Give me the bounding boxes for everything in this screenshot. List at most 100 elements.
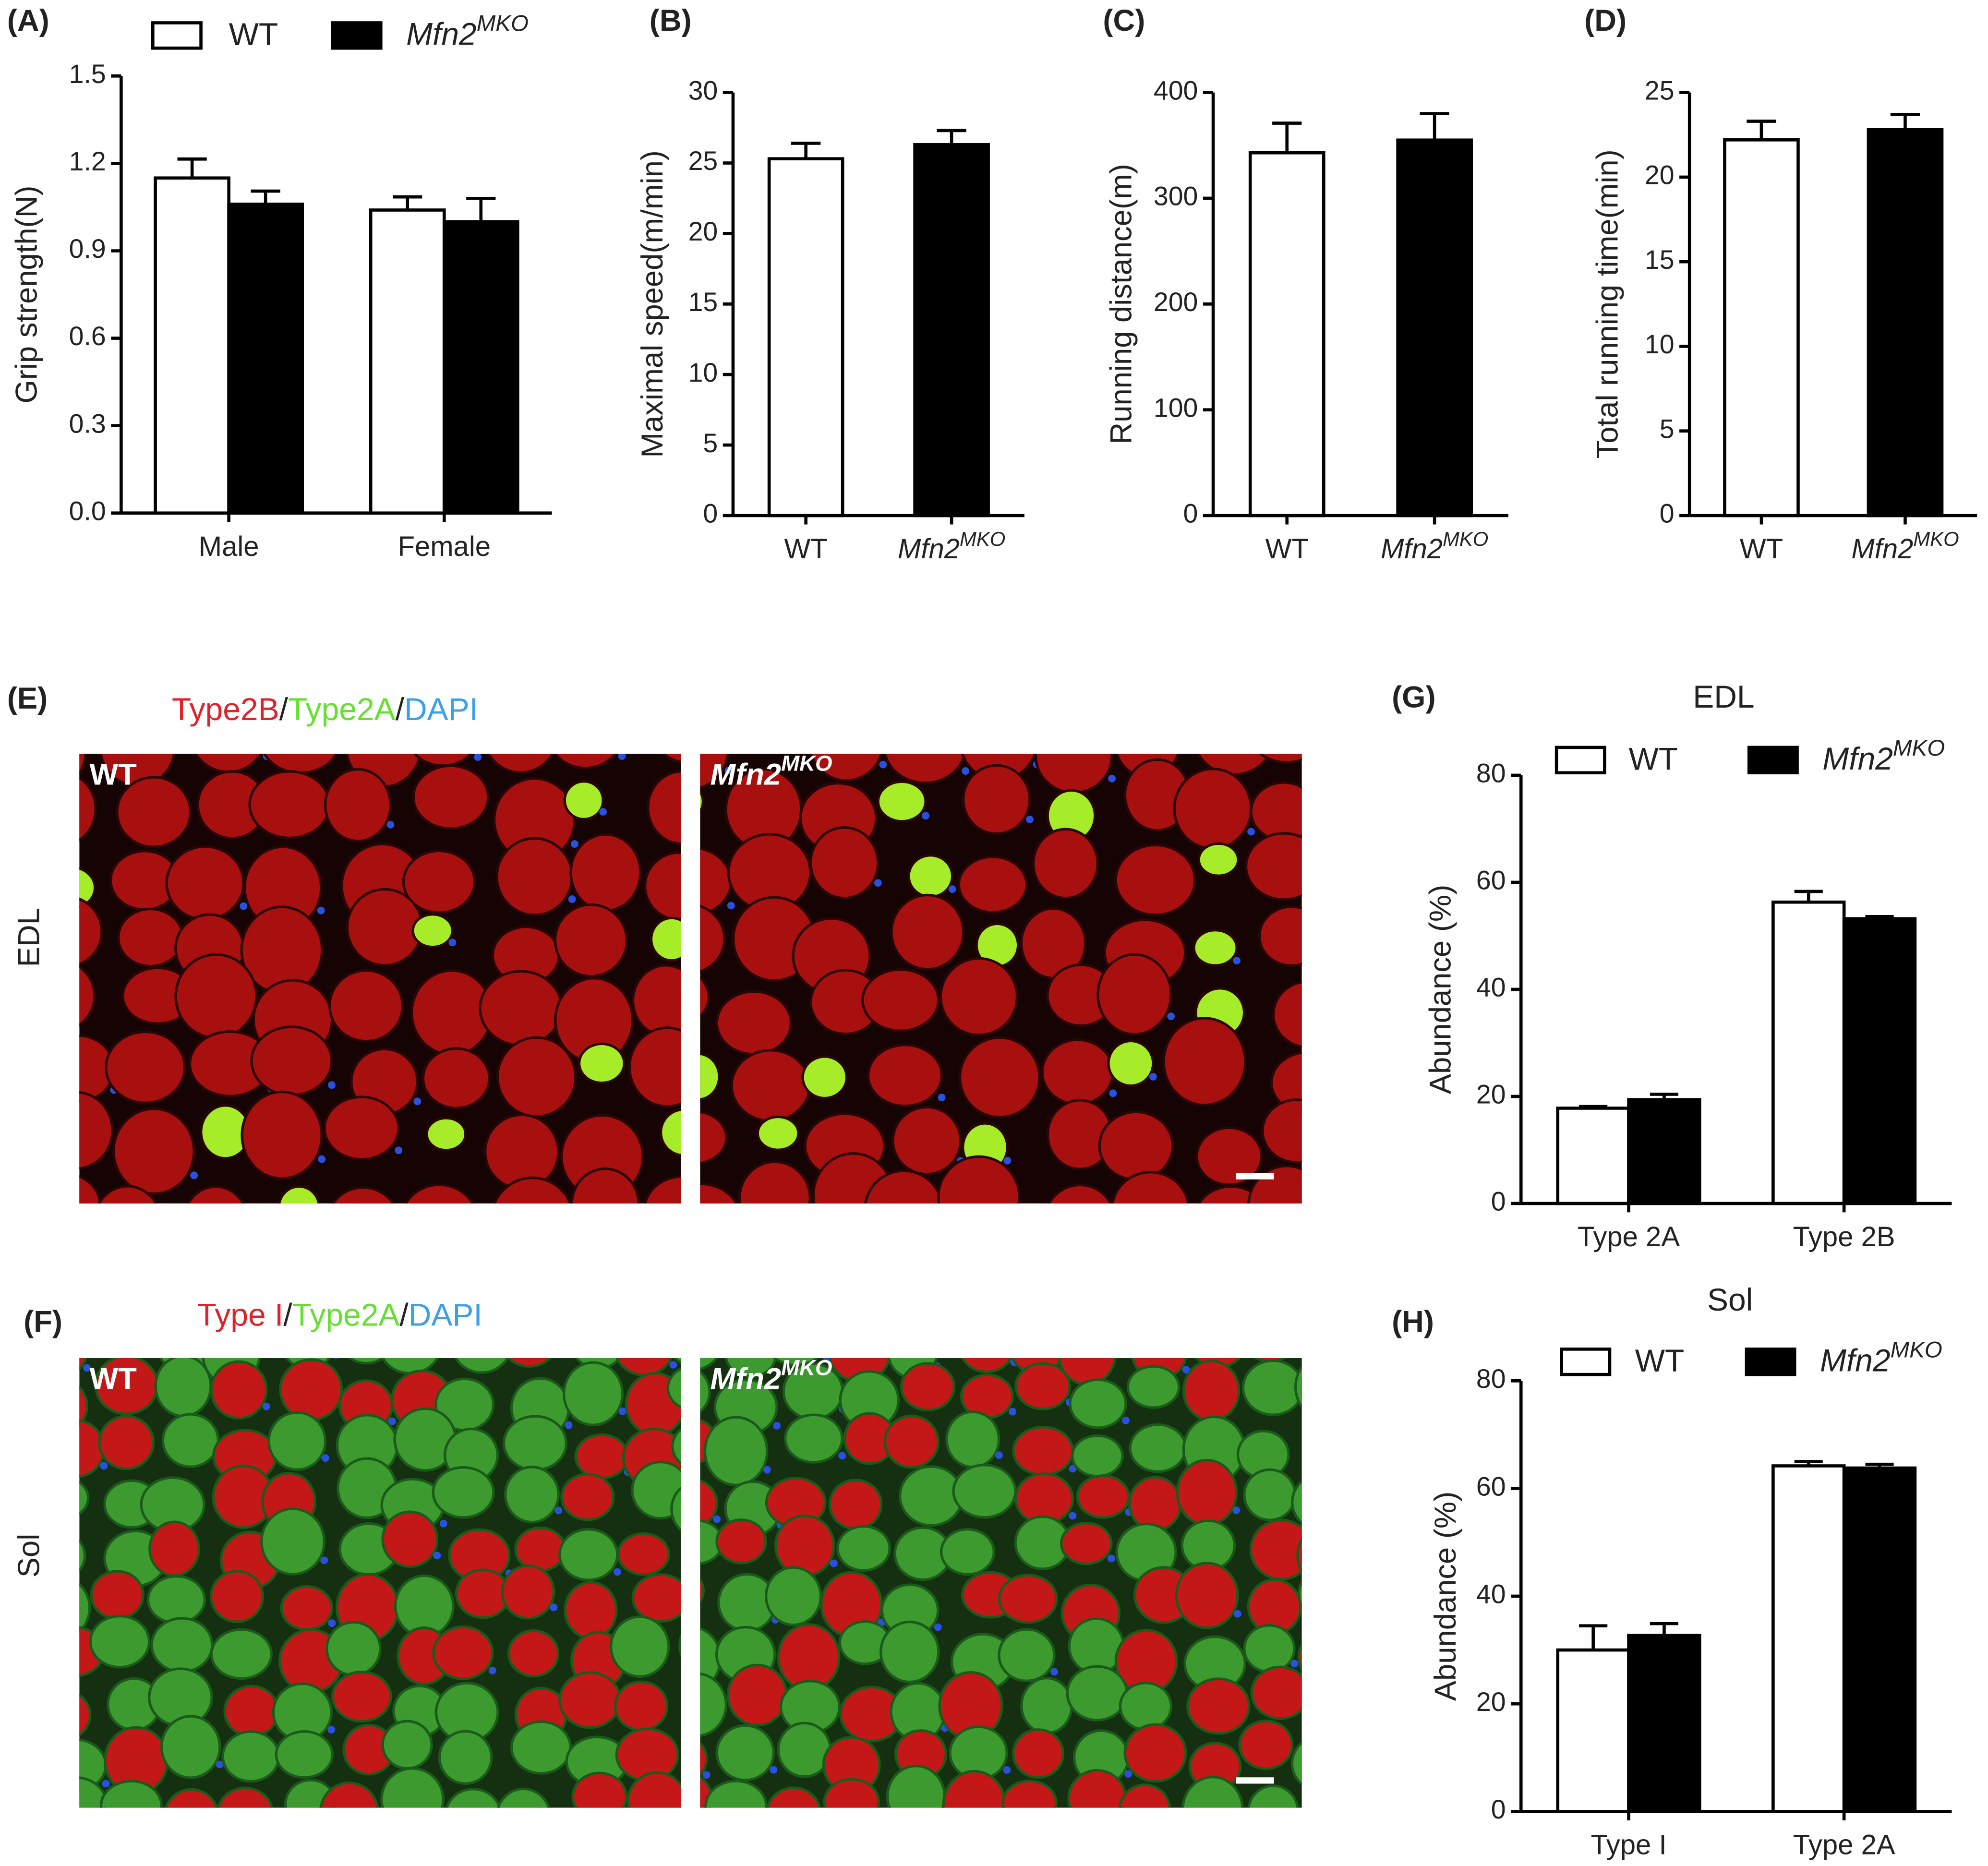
fiber bbox=[650, 916, 681, 962]
nucleus bbox=[554, 1506, 563, 1515]
error-bar bbox=[1890, 113, 1920, 130]
nucleus bbox=[830, 1559, 838, 1567]
label-superscript: MKO bbox=[1913, 528, 1959, 550]
fiber bbox=[146, 1575, 206, 1625]
fiber bbox=[1307, 1784, 1362, 1840]
fiber bbox=[700, 789, 705, 814]
nucleus bbox=[317, 906, 325, 915]
fiber bbox=[861, 968, 940, 1032]
fiber bbox=[558, 1528, 619, 1581]
fiber bbox=[1002, 1831, 1059, 1866]
nucleus bbox=[879, 760, 887, 769]
fiber bbox=[700, 1110, 728, 1165]
nucleus bbox=[823, 1358, 831, 1361]
bar bbox=[913, 143, 990, 518]
fiber bbox=[1123, 1723, 1187, 1783]
fiber bbox=[1128, 1476, 1182, 1532]
error-bar bbox=[791, 142, 821, 159]
fiber bbox=[880, 1620, 940, 1684]
nucleus bbox=[713, 1515, 721, 1523]
fiber bbox=[79, 1693, 92, 1737]
fiber bbox=[647, 770, 681, 845]
fiber bbox=[1182, 1360, 1241, 1422]
fiber bbox=[161, 1413, 220, 1468]
bar bbox=[442, 220, 519, 515]
fiber bbox=[628, 1026, 681, 1108]
fiber bbox=[700, 1182, 738, 1204]
fiber bbox=[328, 969, 404, 1043]
nucleus bbox=[474, 754, 482, 761]
nucleus bbox=[216, 1760, 224, 1769]
fiber bbox=[1252, 1242, 1328, 1321]
fiber bbox=[98, 1843, 150, 1866]
fiber bbox=[1066, 1665, 1128, 1722]
fiber bbox=[631, 1460, 681, 1520]
fiber bbox=[221, 1730, 280, 1783]
error-bar bbox=[1272, 121, 1302, 153]
fiber bbox=[496, 1036, 577, 1118]
nucleus bbox=[669, 1361, 677, 1369]
label-base: Mfn2 bbox=[406, 16, 477, 52]
fiber bbox=[704, 1780, 768, 1808]
nucleus bbox=[770, 1766, 778, 1774]
nucleus bbox=[1001, 1820, 1009, 1828]
bar bbox=[1556, 1648, 1630, 1813]
fiber bbox=[572, 1254, 620, 1296]
fiber bbox=[1020, 1676, 1073, 1735]
fiber bbox=[1197, 754, 1271, 776]
x-tick-label: Type 2A bbox=[1793, 1830, 1895, 1861]
fiber bbox=[112, 1107, 195, 1195]
fiber bbox=[1362, 1120, 1402, 1156]
fiber bbox=[774, 1514, 835, 1577]
fiber bbox=[210, 1628, 273, 1680]
bar bbox=[369, 208, 446, 515]
nucleus bbox=[618, 1407, 627, 1415]
bar bbox=[1723, 138, 1800, 518]
nucleus bbox=[934, 1623, 942, 1631]
fiber bbox=[1250, 1665, 1302, 1720]
fiber bbox=[432, 1466, 495, 1519]
fiber bbox=[700, 1479, 718, 1528]
bar bbox=[1248, 151, 1325, 518]
nucleus bbox=[1108, 774, 1116, 783]
error-bar bbox=[1579, 1624, 1608, 1650]
nucleus bbox=[488, 1666, 496, 1674]
fiber bbox=[514, 1526, 566, 1572]
fiber bbox=[1069, 1378, 1127, 1429]
nucleus bbox=[244, 1237, 252, 1245]
bar bbox=[767, 157, 844, 518]
fiber bbox=[717, 699, 786, 762]
fiber bbox=[1259, 754, 1302, 764]
fiber bbox=[715, 1724, 775, 1782]
fiber bbox=[907, 854, 954, 898]
fiber bbox=[380, 1767, 445, 1808]
stain-part: DAPI bbox=[404, 691, 478, 727]
error-bar bbox=[937, 129, 966, 145]
nucleus bbox=[1233, 1610, 1241, 1618]
nucleus bbox=[1124, 1770, 1133, 1778]
fiber bbox=[1034, 754, 1113, 794]
nucleus bbox=[100, 1462, 108, 1470]
bar bbox=[1842, 1466, 1917, 1813]
fiber bbox=[886, 1764, 946, 1808]
fiber bbox=[952, 1463, 1017, 1519]
fiber bbox=[79, 1481, 90, 1516]
fiber bbox=[880, 1257, 945, 1325]
fiber bbox=[883, 1414, 940, 1469]
fiber bbox=[823, 1778, 880, 1808]
y-tick-label: 40 bbox=[1476, 973, 1506, 1002]
y-tick-label: 5 bbox=[703, 428, 718, 458]
nucleus bbox=[1069, 1465, 1077, 1473]
fiber bbox=[1303, 1327, 1360, 1378]
nucleus bbox=[838, 1452, 846, 1460]
stain-part: Type2A bbox=[288, 691, 396, 727]
fiber bbox=[620, 1838, 670, 1866]
x-tick-label: WT bbox=[784, 533, 828, 565]
fiber bbox=[39, 1821, 94, 1866]
fiber bbox=[940, 1528, 996, 1576]
fiber bbox=[1272, 980, 1302, 1048]
label-base: Mfn2 bbox=[710, 1362, 781, 1396]
fiber bbox=[164, 1788, 218, 1808]
fiber bbox=[1057, 1265, 1101, 1301]
nucleus bbox=[1050, 1668, 1059, 1676]
